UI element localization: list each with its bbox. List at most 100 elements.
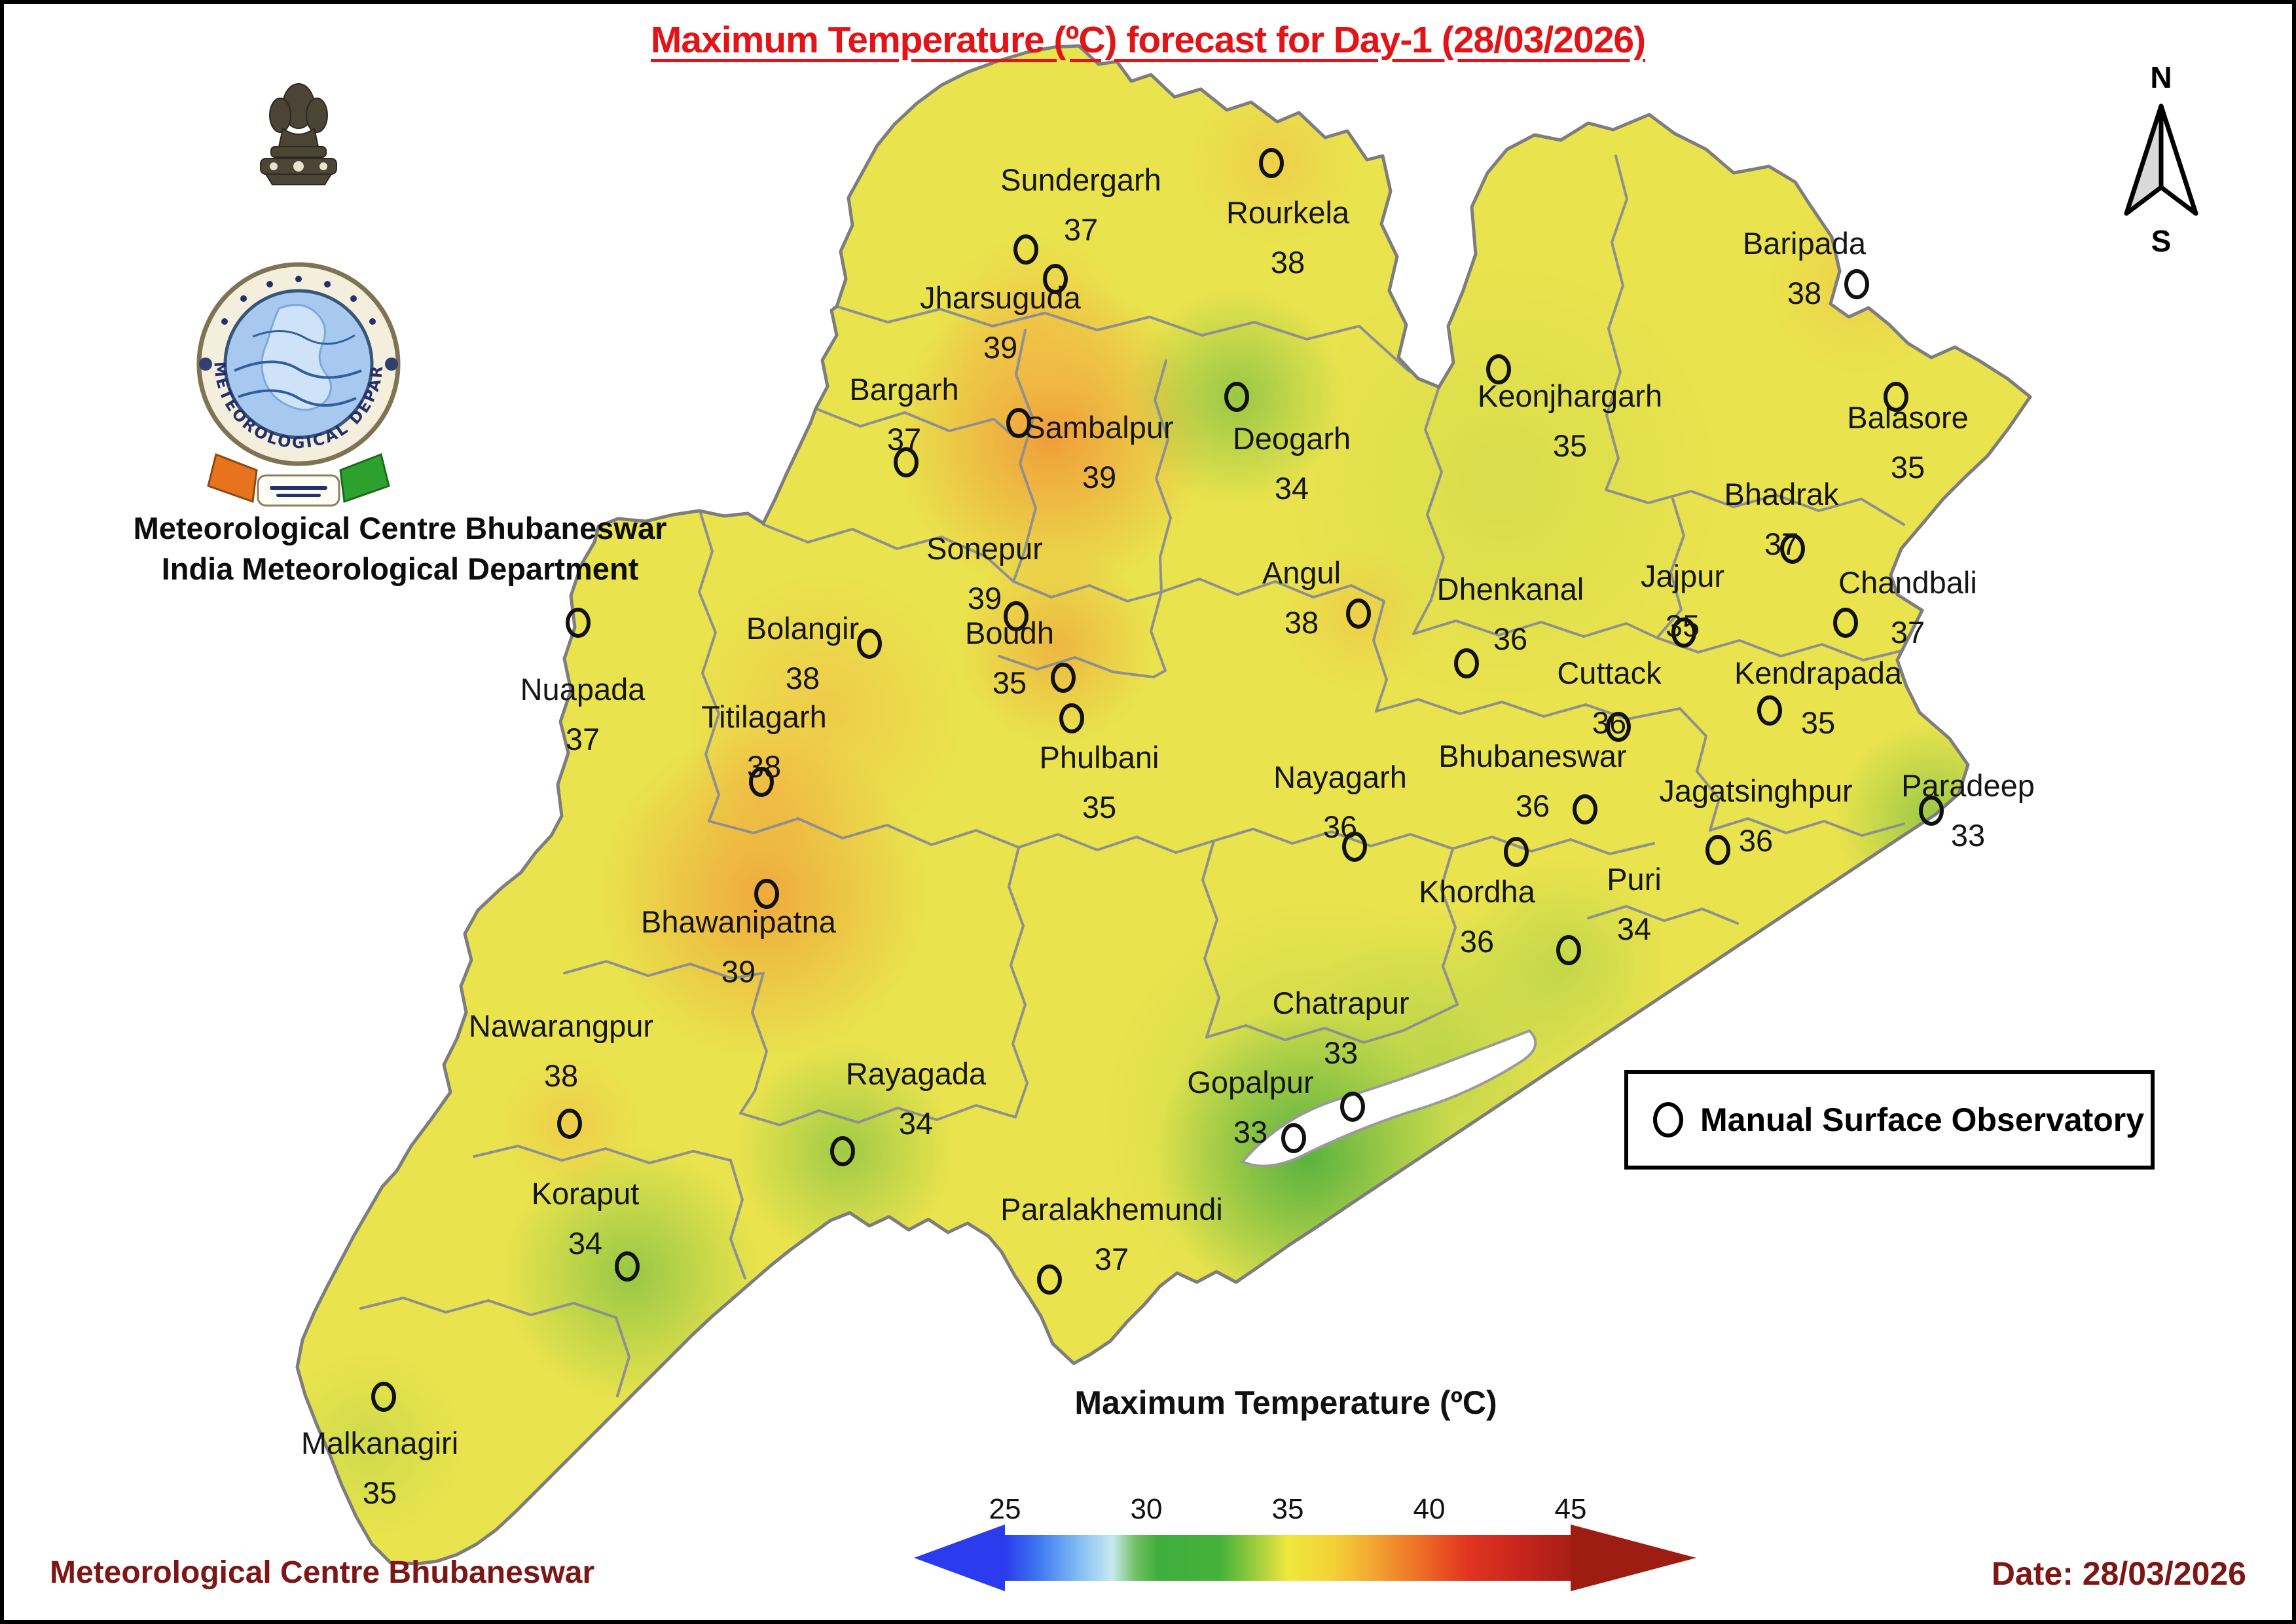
station-name: Khordha bbox=[1419, 874, 1536, 909]
station-name: Deogarh bbox=[1233, 421, 1351, 456]
station-name: Dhenkanal bbox=[1437, 572, 1584, 606]
station-temperature-value: 39 bbox=[721, 954, 756, 989]
station-temperature-value: 33 bbox=[1233, 1115, 1267, 1149]
station-marker-icon bbox=[1757, 695, 1782, 726]
station-name: Phulbani bbox=[1040, 740, 1159, 775]
station-temperature-value: 37 bbox=[1891, 615, 1925, 650]
station-marker-icon bbox=[371, 1382, 396, 1412]
legend-tick-label: 30 bbox=[1131, 1493, 1163, 1525]
station-temperature-value: 35 bbox=[993, 665, 1027, 700]
station-name: Jagatsinghpur bbox=[1659, 773, 1852, 808]
station-name: Keonjhargarh bbox=[1478, 378, 1662, 413]
temperature-heat-layer bbox=[297, 81, 2030, 1536]
station-name: Sonepur bbox=[926, 531, 1043, 566]
station-temperature-value: 38 bbox=[1285, 605, 1319, 640]
station-temperature-value: 37 bbox=[887, 422, 921, 456]
legend-tick-label: 40 bbox=[1413, 1493, 1446, 1525]
page-title: Maximum Temperature (ºC) forecast for Da… bbox=[650, 19, 1646, 61]
district-boundaries bbox=[359, 155, 1905, 1397]
station-temperature-value: 38 bbox=[786, 661, 820, 695]
emblem-ribbons bbox=[207, 452, 390, 507]
station-marker-icon bbox=[1705, 835, 1730, 865]
footer-date: Date: 28/03/2026 bbox=[1991, 1555, 2246, 1592]
observatory-legend-label: Manual Surface Observatory bbox=[1700, 1101, 2145, 1138]
observatory-marker-icon bbox=[1653, 1102, 1683, 1137]
station-temperature-value: 36 bbox=[1493, 621, 1527, 656]
station-temperature-value: 35 bbox=[1801, 705, 1835, 740]
organisation-name: Meteorological Centre Bhubaneswar India … bbox=[43, 508, 757, 589]
station-marker-icon bbox=[1281, 1123, 1306, 1153]
station-temperature-value: 37 bbox=[1095, 1242, 1129, 1276]
station-name: Paralakhemundi bbox=[1000, 1192, 1223, 1227]
chilika-lake bbox=[1240, 1029, 1537, 1168]
station-marker-icon bbox=[1833, 608, 1858, 638]
station-marker-icon bbox=[1013, 234, 1038, 265]
station-marker-icon bbox=[615, 1251, 640, 1282]
station-marker-icon bbox=[1919, 796, 1944, 826]
station-marker-icon bbox=[1051, 663, 1076, 693]
legend-color-bar bbox=[914, 1524, 1696, 1591]
station-name: Jajpur bbox=[1641, 559, 1724, 593]
station-temperature-value: 37 bbox=[566, 722, 600, 756]
station-temperature-value: 36 bbox=[1460, 924, 1494, 959]
station-temperature-value: 37 bbox=[1064, 212, 1098, 247]
station-name: Sundergarh bbox=[1000, 162, 1161, 197]
station-name: Titilagarh bbox=[701, 699, 827, 734]
station-name: Paradeep bbox=[1901, 768, 2035, 803]
compass-rose: N S bbox=[2124, 60, 2198, 258]
station-name: Bolangir bbox=[746, 611, 859, 646]
station-temperature-value: 35 bbox=[363, 1475, 397, 1510]
station-name: Sambalpur bbox=[1025, 410, 1173, 445]
station-temperature-value: 39 bbox=[983, 330, 1017, 365]
station-marker-icon bbox=[566, 608, 591, 638]
station-name: Nayagarh bbox=[1273, 760, 1407, 794]
odisha-temperature-map: Sundergarh 37 Rourkela 38 Jharsuguda 39 Bargar… bbox=[4, 4, 2035, 1624]
footer-centre-name: Meteorological Centre Bhubaneswar bbox=[50, 1555, 595, 1590]
station-name: Kendrapada bbox=[1734, 655, 1903, 690]
station-name: Rayagada bbox=[846, 1056, 987, 1091]
station-temperature-value: 33 bbox=[1324, 1035, 1358, 1070]
station-temperature-value: 34 bbox=[568, 1226, 602, 1261]
compass-north-label: N bbox=[2150, 60, 2172, 94]
station-temperature-value: 35 bbox=[1082, 790, 1116, 824]
temperature-legend: Maximum Temperature (ºC) 25 30 35 40 45 bbox=[914, 1384, 1696, 1591]
imd-emblem: INDIA METEOROLOGICAL DEPARTMENT bbox=[161, 43, 401, 507]
station-temperature-value: 35 bbox=[1891, 450, 1925, 485]
station-name: Boudh bbox=[965, 616, 1054, 650]
org-line-1: Meteorological Centre Bhubaneswar bbox=[133, 511, 667, 545]
station-marker-icon bbox=[1884, 382, 1908, 412]
station-name: Bhubaneswar bbox=[1438, 739, 1626, 773]
station-name: Angul bbox=[1262, 555, 1341, 590]
legend-tick-label: 25 bbox=[989, 1493, 1021, 1525]
station-marker-icon bbox=[1556, 935, 1581, 965]
station-marker-icon bbox=[1006, 408, 1031, 438]
station-name: Malkanagiri bbox=[301, 1426, 458, 1460]
station-name: Bargarh bbox=[849, 372, 958, 407]
station-temperature-value: 39 bbox=[1082, 460, 1116, 494]
north-arrow-icon bbox=[2124, 103, 2198, 216]
org-line-2: India Meteorological Department bbox=[161, 551, 639, 586]
station-name: Nuapada bbox=[520, 672, 646, 707]
station-marker-icon bbox=[1573, 794, 1597, 824]
station-temperature-value: 37 bbox=[1764, 526, 1798, 561]
station-marker-icon bbox=[1671, 618, 1696, 648]
station-marker-icon bbox=[1340, 1092, 1365, 1122]
legend-title: Maximum Temperature (ºC) bbox=[1074, 1384, 1497, 1421]
station-marker-icon bbox=[749, 767, 774, 797]
station-temperature-value: 36 bbox=[1323, 809, 1357, 844]
observatory-legend-box: Manual Surface Observatory bbox=[1624, 1070, 2155, 1170]
station-marker-icon bbox=[894, 447, 919, 477]
station-marker-icon bbox=[830, 1136, 855, 1166]
station-name: Cuttack bbox=[1557, 655, 1662, 690]
station-name: Gopalpur bbox=[1187, 1065, 1313, 1099]
compass-south-label: S bbox=[2151, 224, 2172, 258]
station-name: Koraput bbox=[532, 1176, 640, 1211]
ashoka-capital-icon bbox=[260, 83, 337, 185]
station-temperature-value: 35 bbox=[1553, 428, 1587, 463]
station-temperature-value: 38 bbox=[747, 749, 781, 784]
station-name: Baripada bbox=[1743, 226, 1867, 261]
legend-tick-label: 35 bbox=[1272, 1493, 1304, 1525]
station-marker-icon bbox=[1059, 703, 1084, 733]
station-name: Nawarangpur bbox=[469, 1008, 653, 1043]
